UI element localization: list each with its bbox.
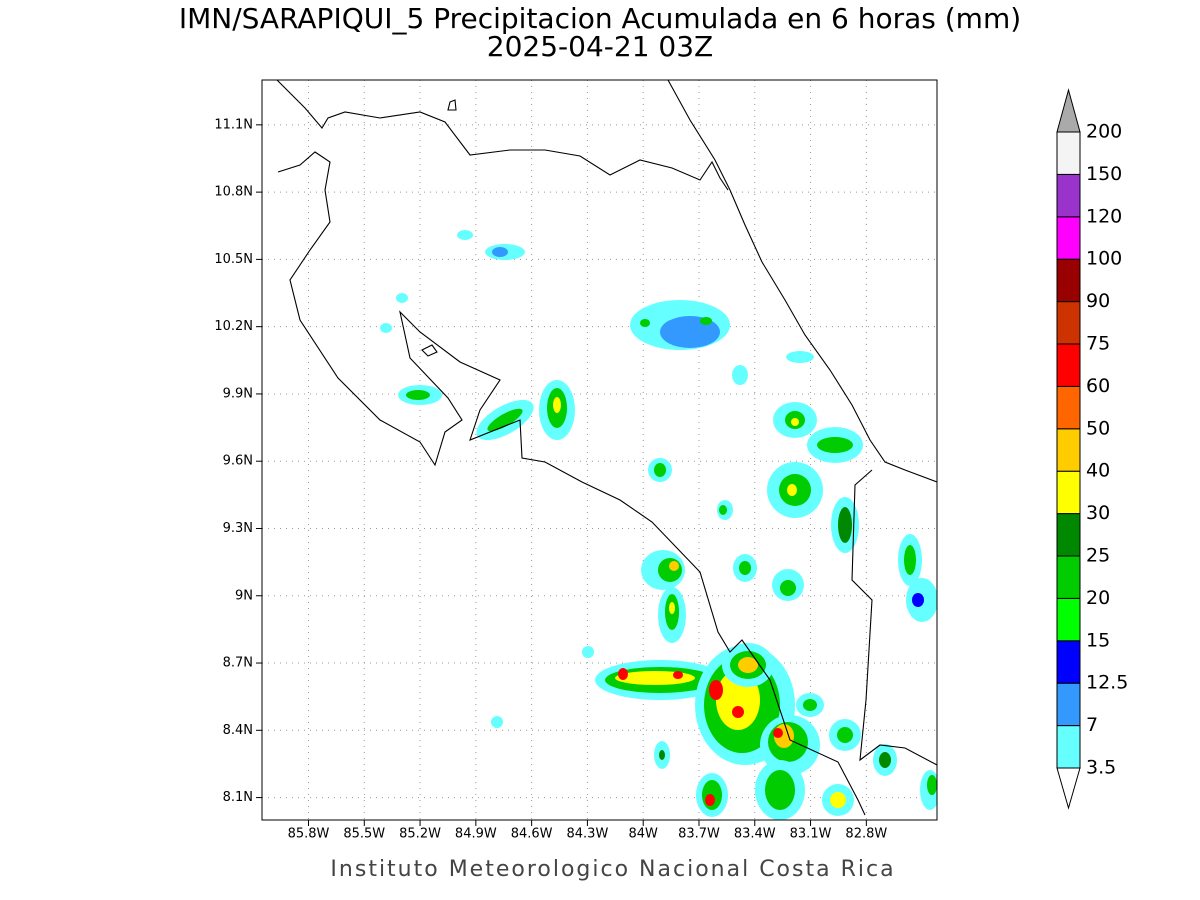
y-tick-label: 10.2N — [214, 319, 253, 334]
x-tick-label: 83.1W — [790, 827, 832, 842]
x-tick-label: 85.8W — [288, 827, 330, 842]
x-tick-label: 84W — [628, 827, 658, 842]
y-tick-label: 8.1N — [223, 790, 253, 805]
colorbar-box — [1056, 682, 1081, 727]
colorbar-box — [1056, 385, 1081, 430]
x-tick-label: 85.5W — [343, 827, 385, 842]
y-tick-label: 8.4N — [223, 723, 253, 738]
colorbar-box — [1056, 597, 1081, 642]
footer: Instituto Meteorologico Nacional Costa R… — [330, 857, 895, 882]
colorbar-box — [1056, 513, 1081, 557]
x-tick-label: 84.6W — [511, 827, 553, 842]
y-tick-label: 8.7N — [223, 656, 253, 671]
colorbar-label: 150 — [1086, 163, 1122, 185]
colorbar-label: 100 — [1086, 248, 1122, 270]
colorbar-box — [1056, 258, 1081, 303]
colorbar-box — [1056, 343, 1081, 387]
colorbar-label: 20 — [1086, 587, 1110, 609]
colorbar-box — [1056, 131, 1081, 175]
y-tick-label: 10.8N — [214, 185, 253, 200]
colorbar-label: 7 — [1086, 714, 1098, 736]
y-tick-label: 10.5N — [214, 252, 253, 267]
y-tick-label: 9.9N — [223, 386, 253, 401]
colorbar-label: 30 — [1086, 502, 1110, 524]
coastline — [276, 80, 937, 816]
map-frame — [261, 79, 938, 821]
colorbar: 3.5 7 12.5 15 20 25 30 40 50 60 75 90 100 120 150 200 — [1056, 88, 1128, 810]
axes: 85.8W 85.5W 85.2W 84.9W 84.6W 84.3W 84W 83.7W 83… — [214, 117, 887, 841]
colorbar-label: 50 — [1086, 417, 1110, 439]
colorbar-label: 3.5 — [1086, 757, 1116, 779]
colorbar-box — [1056, 640, 1081, 684]
colorbar-label: 40 — [1086, 460, 1110, 482]
colorbar-label: 200 — [1086, 121, 1122, 143]
colorbar-label: 60 — [1086, 375, 1110, 397]
x-tick-label: 82.8W — [845, 827, 887, 842]
x-tick-label: 84.3W — [567, 827, 609, 842]
colorbar-label: 12.5 — [1086, 672, 1128, 694]
y-tick-label: 9.6N — [223, 454, 253, 469]
colorbar-over — [1056, 88, 1081, 133]
x-tick-label: 84.9W — [455, 827, 497, 842]
colorbar-box — [1056, 428, 1081, 472]
colorbar-label: 25 — [1086, 545, 1110, 567]
precipitation-field — [380, 230, 937, 820]
colorbar-box — [1056, 301, 1081, 345]
colorbar-box — [1056, 555, 1081, 599]
colorbar-box — [1056, 470, 1081, 515]
colorbar-label: 90 — [1086, 290, 1110, 312]
colorbar-label: 75 — [1086, 333, 1110, 355]
subtitle: 2025-04-21 03Z — [487, 30, 713, 63]
x-tick-label: 83.4W — [734, 827, 776, 842]
y-tick-label: 11.1N — [214, 117, 253, 132]
colorbar-box — [1056, 216, 1081, 260]
colorbar-label: 15 — [1086, 629, 1110, 651]
title: IMN/SARAPIQUI_5 Precipitacion Acumulada … — [179, 2, 1021, 35]
x-tick-label: 83.7W — [678, 827, 720, 842]
x-tick-label: 85.2W — [399, 827, 441, 842]
y-tick-label: 9N — [235, 588, 253, 603]
colorbar-box — [1056, 725, 1081, 769]
y-tick-label: 9.3N — [223, 521, 253, 536]
colorbar-under — [1056, 767, 1081, 810]
colorbar-box — [1056, 173, 1081, 218]
colorbar-label: 120 — [1086, 205, 1122, 227]
